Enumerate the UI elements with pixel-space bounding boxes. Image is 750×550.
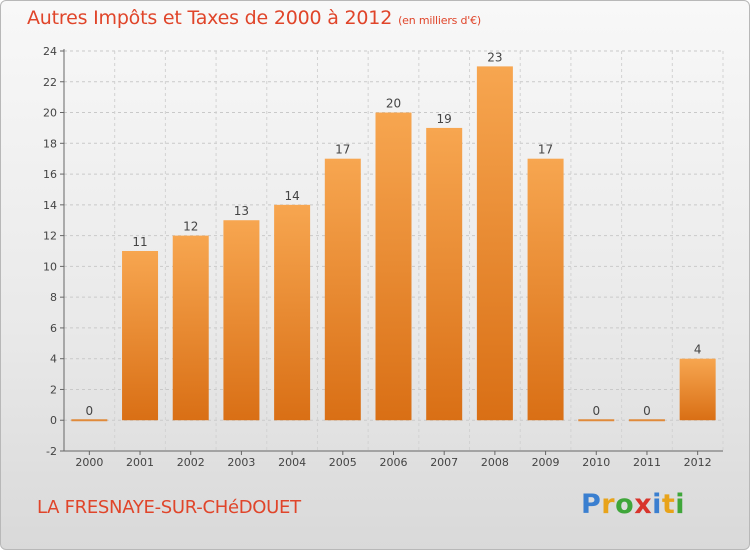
proxiti-logo: Proxiti — [581, 489, 686, 520]
x-tick-label: 2006 — [380, 456, 408, 469]
data-label: 19 — [437, 112, 452, 126]
y-tick-label: 0 — [50, 414, 57, 427]
commune-name: LA FRESNAYE-SUR-CHéDOUET — [37, 497, 301, 518]
x-tick-label: 2005 — [329, 456, 357, 469]
bar — [679, 358, 716, 421]
y-tick-label: 22 — [43, 76, 57, 89]
data-label: 17 — [335, 143, 350, 157]
x-tick-label: 2007 — [430, 456, 458, 469]
bar — [223, 220, 260, 421]
bar — [476, 66, 513, 421]
data-label: 12 — [183, 220, 198, 234]
x-tick-label: 2000 — [75, 456, 103, 469]
data-label: 13 — [234, 204, 249, 218]
y-tick-label: 4 — [50, 353, 57, 366]
x-tick-label: 2010 — [582, 456, 610, 469]
bars — [71, 66, 716, 422]
data-label: 11 — [132, 235, 147, 249]
data-label: 23 — [487, 50, 502, 64]
bar — [375, 112, 412, 421]
x-tick-label: 2001 — [126, 456, 154, 469]
x-tick-label: 2002 — [177, 456, 205, 469]
y-tick-label: 24 — [43, 45, 57, 58]
y-tick-label: 10 — [43, 260, 57, 273]
x-tick-label: 2003 — [227, 456, 255, 469]
x-tick-label: 2008 — [481, 456, 509, 469]
bar — [172, 235, 209, 421]
bar — [274, 204, 311, 421]
chart-title-text: Autres Impôts et Taxes de 2000 à 2012 — [27, 7, 393, 29]
chart-unit: (en milliers d'€) — [398, 14, 481, 27]
y-tick-label: 2 — [50, 383, 57, 396]
labels: 0 11 12 13 14 17 20 19 23 17 0 0 4 — [86, 50, 702, 418]
x-tick-label: 2011 — [633, 456, 661, 469]
y-tick-label: 12 — [43, 230, 57, 243]
y-tick-label: 20 — [43, 107, 57, 120]
data-label: 0 — [592, 404, 600, 418]
x-tick-label: 2004 — [278, 456, 306, 469]
bar — [324, 158, 361, 421]
bar — [122, 251, 159, 421]
data-label: 4 — [694, 343, 702, 357]
data-label: 20 — [386, 97, 401, 111]
y-tick-label: 6 — [50, 322, 57, 335]
bar — [426, 127, 463, 421]
chart-title: Autres Impôts et Taxes de 2000 à 2012 (en… — [27, 7, 481, 29]
x-tick-label: 2012 — [684, 456, 712, 469]
data-label: 17 — [538, 143, 553, 157]
y-tick-label: 18 — [43, 137, 57, 150]
data-label: 0 — [643, 404, 651, 418]
data-label: 0 — [86, 404, 94, 418]
bar — [527, 158, 564, 421]
data-label: 14 — [284, 189, 299, 203]
y-tick-label: 14 — [43, 199, 57, 212]
x-tick-label: 2009 — [532, 456, 560, 469]
y-tick-label: 16 — [43, 168, 57, 181]
y-tick-label: 8 — [50, 291, 57, 304]
y-tick-label: -2 — [46, 445, 57, 458]
